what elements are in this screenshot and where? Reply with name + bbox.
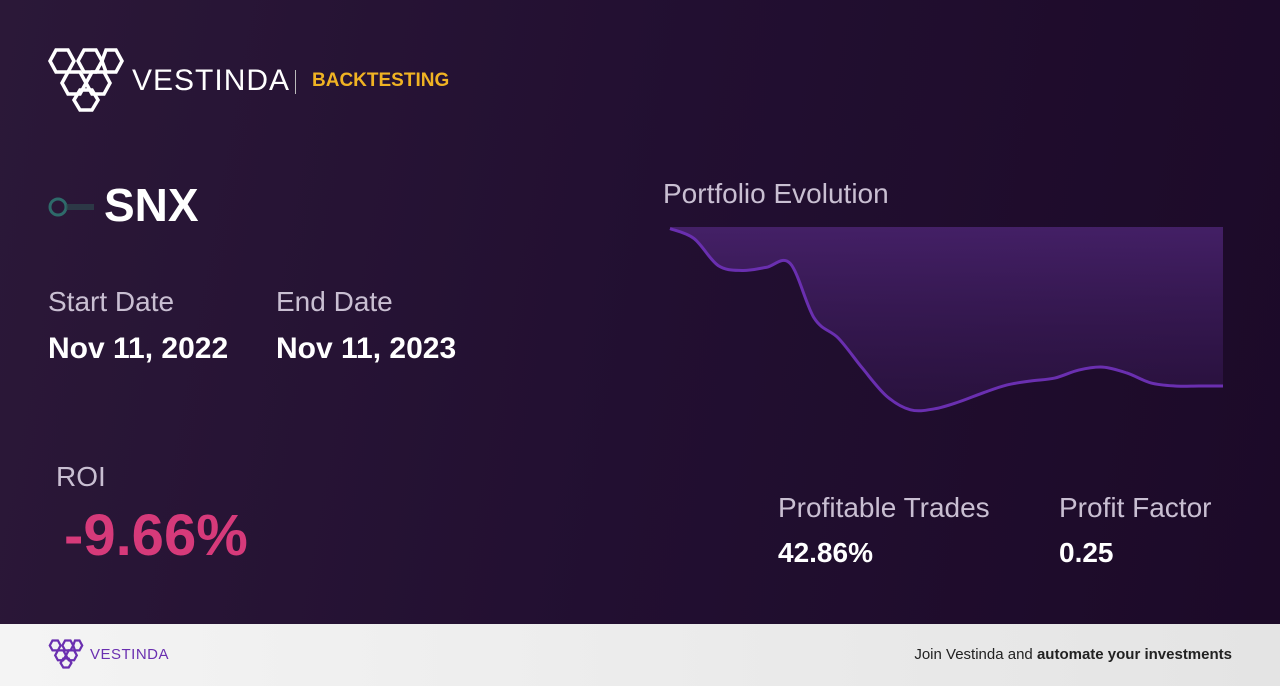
end-label: End Date: [276, 286, 393, 317]
portfolio-line: [669, 227, 1223, 413]
asset-ticker: SNX: [104, 179, 199, 231]
brand-tag: BACKTESTING: [312, 70, 450, 91]
cta-prefix: Join Vestinda and: [914, 646, 1033, 663]
factor-label: Profit Factor: [1059, 492, 1212, 523]
end-value: Nov 11, 2023: [276, 332, 457, 365]
trades-label: Profitable Trades: [778, 492, 990, 523]
cta-bold: automate your investments: [1036, 646, 1232, 663]
factor-value: 0.25: [1059, 537, 1114, 568]
divider: [295, 70, 296, 94]
footer: VESTINDA Join Vestinda and automate your…: [0, 624, 1280, 686]
start-label: Start Date: [48, 286, 175, 317]
area-fill: [670, 227, 1223, 411]
start-value: Nov 11, 2022: [48, 332, 229, 365]
brand-logo: [48, 48, 124, 112]
chart: [669, 227, 1223, 413]
roi-value: -9.66%: [64, 503, 248, 568]
chart-title: Portfolio Evolution: [663, 178, 889, 209]
footer-cta: Join Vestinda and automate your investme…: [914, 646, 1232, 663]
brand-name: VESTINDA: [132, 64, 291, 97]
trades-value: 42.86%: [778, 537, 873, 568]
roi-label: ROI: [56, 461, 106, 492]
footer-logo: [48, 639, 84, 669]
asset-icon: [48, 197, 94, 217]
footer-brand: VESTINDA: [90, 646, 170, 663]
